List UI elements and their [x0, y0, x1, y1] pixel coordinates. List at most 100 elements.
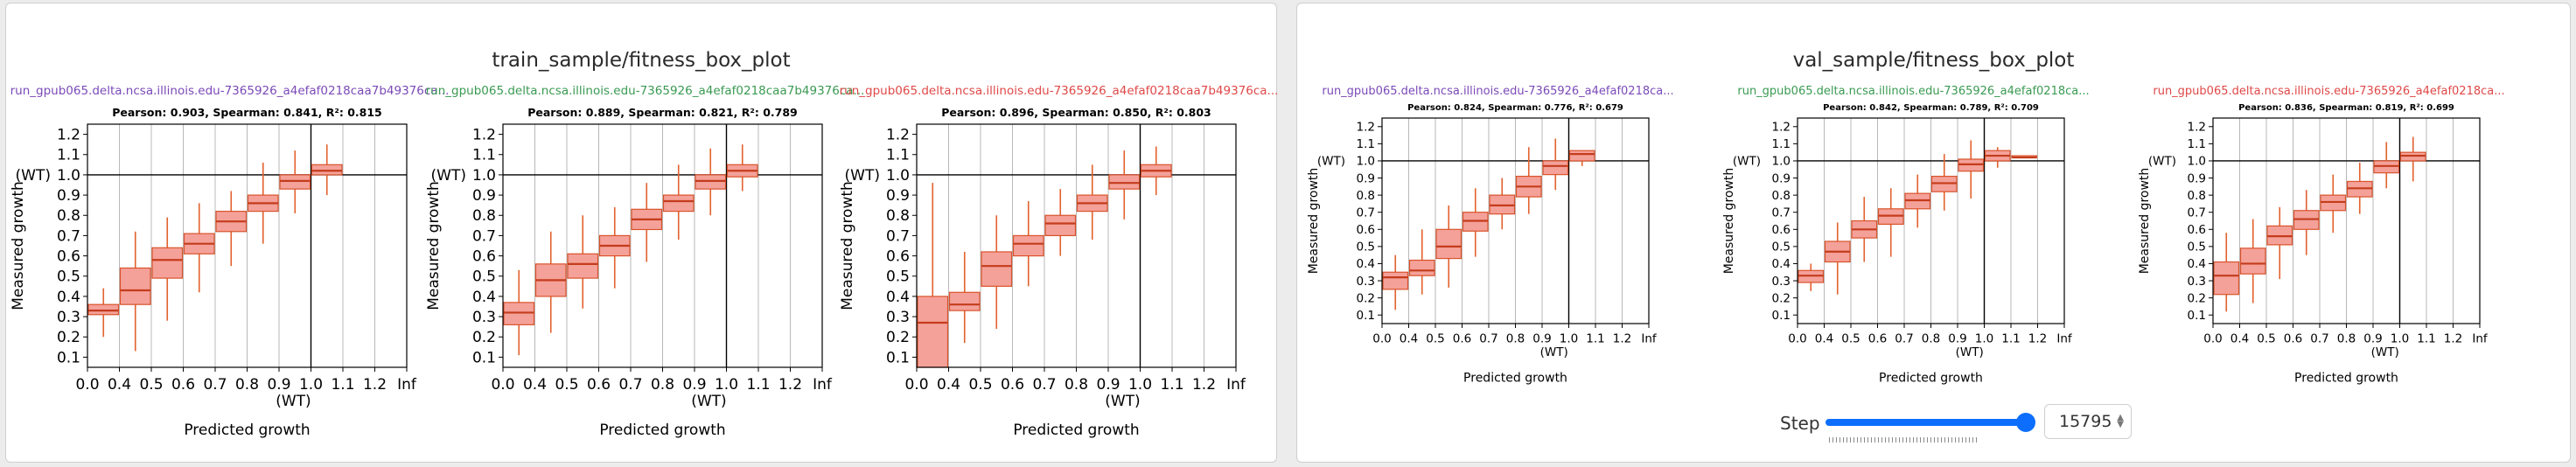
box-1.0-1.1: [1140, 146, 1172, 196]
slider-thumb[interactable]: [2016, 413, 2035, 432]
x-wt-label: (WT): [1105, 393, 1140, 410]
box-0.9-1.0: [2373, 142, 2400, 189]
box-body: [1435, 228, 1463, 260]
x-tick-label: Inf: [1226, 376, 1246, 394]
y-wt-label: (WT): [2148, 155, 2176, 169]
box-0.9-1.0: [1542, 138, 1569, 191]
y-tick-label: 0.1: [1357, 309, 1375, 323]
y-tick-label: 0.5: [2188, 240, 2206, 254]
stats-label: Pearson: 0.889, Spearman: 0.821, R²: 0.7…: [527, 106, 798, 119]
y-tick-label: 0.6: [2188, 223, 2206, 237]
step-input[interactable]: 15795 ▲ ▼: [2044, 404, 2132, 439]
box-0.4-0.5: [2239, 219, 2266, 303]
box-0.6-0.7: [1462, 188, 1489, 257]
box-1.0-1.1: [1984, 147, 2011, 168]
box-body: [695, 174, 727, 190]
box-0.4-0.5: [534, 231, 567, 333]
y-tick-label: 0.6: [57, 248, 80, 266]
x-tick-label: 0.5: [139, 376, 163, 394]
y-tick-label: 0.4: [57, 289, 80, 306]
x-tick-label: 0.6: [587, 376, 611, 394]
y-tick-label: 1.2: [57, 127, 80, 144]
y-tick-label: 0.9: [886, 187, 910, 205]
box-0.0-0.4: [503, 269, 535, 356]
x-tick-label: 0.0: [75, 376, 99, 394]
box-body: [1542, 160, 1569, 176]
box-1.0-1.1: [1568, 150, 1595, 166]
box-0.4-0.5: [1408, 229, 1435, 295]
box-0.7-0.8: [631, 183, 663, 262]
x-axis-label: Predicted growth: [1013, 422, 1139, 439]
box-body: [567, 253, 599, 279]
box-body: [1108, 174, 1141, 190]
y-tick-label: 1.2: [2188, 121, 2206, 135]
x-tick-label: 0.4: [2230, 332, 2249, 346]
y-tick-label: 0.8: [57, 207, 80, 225]
spinner-icon[interactable]: ▲ ▼: [2117, 413, 2124, 429]
x-tick-label: 0.5: [1841, 332, 1860, 346]
box-1.0-1.1: [311, 144, 343, 196]
y-tick-label: 0.9: [472, 187, 496, 205]
y-axis-label: Measured growth: [1307, 168, 1321, 275]
box-0.6-0.7: [1012, 201, 1044, 287]
box-body: [1044, 214, 1077, 237]
x-tick-label: 0.0: [904, 376, 928, 394]
y-tick-label: 0.7: [886, 227, 910, 245]
y-tick-label: 0.8: [472, 207, 496, 225]
box-0.7-0.8: [1904, 174, 1931, 228]
x-tick-label: 1.0: [1128, 376, 1152, 394]
box-0.0-0.4: [87, 288, 120, 338]
stats-label: Pearson: 0.836, Spearman: 0.819, R²: 0.6…: [2238, 103, 2454, 113]
x-tick-label: 0.0: [2203, 332, 2222, 346]
y-tick-label: 1.1: [57, 147, 80, 164]
stats-label: Pearson: 0.896, Spearman: 0.850, R²: 0.8…: [941, 106, 1211, 119]
x-tick-label: 1.0: [1560, 332, 1578, 346]
x-tick-label: 0.7: [618, 376, 642, 394]
box-0.9-1.0: [279, 150, 311, 213]
x-tick-label: 0.9: [1948, 332, 1966, 346]
x-tick-label: 0.0: [491, 376, 514, 394]
box-body: [917, 296, 949, 368]
x-tick-label: 0.6: [2284, 332, 2302, 346]
y-tick-label: 0.8: [1357, 189, 1375, 203]
x-tick-label: 0.8: [1065, 376, 1088, 394]
box-0.5-0.6: [981, 215, 1013, 329]
y-tick-label: 1.0: [1772, 155, 1791, 169]
run-name: run_gpub065.delta.ncsa.illinois.edu-7365…: [1322, 85, 1673, 98]
x-tick-label: 1.0: [2391, 332, 2409, 346]
x-tick-label: 0.5: [555, 376, 578, 394]
box-0.6-0.7: [598, 206, 631, 289]
x-tick-label: Inf: [397, 376, 417, 394]
stats-label: Pearson: 0.903, Spearman: 0.841, R²: 0.8…: [112, 106, 382, 119]
box-0.8-0.9: [1076, 164, 1108, 240]
box-0.8-0.9: [662, 164, 695, 240]
x-wt-label: (WT): [2371, 345, 2399, 359]
y-tick-label: 0.6: [472, 248, 496, 266]
box-body: [2213, 261, 2240, 296]
x-tick-label: Inf: [2056, 332, 2073, 346]
y-tick-label: 0.8: [2188, 189, 2206, 203]
y-tick-label: 0.9: [1357, 171, 1375, 185]
y-tick-label: 0.7: [472, 227, 496, 245]
step-value: 15795: [2059, 412, 2112, 431]
y-axis-label: Measured growth: [839, 181, 856, 310]
y-tick-label: 0.7: [57, 227, 80, 245]
y-axis-label: Measured growth: [425, 181, 443, 310]
x-tick-label: 0.9: [1096, 376, 1120, 394]
x-tick-label: 0.9: [1532, 332, 1551, 346]
y-tick-label: 0.3: [1357, 275, 1375, 289]
box-0.4-0.5: [1824, 222, 1851, 295]
panel-title: val_sample/fitness_box_plot: [1792, 49, 2075, 72]
x-tick-label: 1.2: [2444, 332, 2462, 346]
box-0.8-0.9: [2346, 162, 2373, 214]
y-tick-label: 0.9: [57, 187, 80, 205]
box-0.9-1.0: [1108, 150, 1141, 220]
run-name: run_gpub065.delta.ncsa.illinois.edu-7365…: [426, 84, 865, 98]
slider-track[interactable]: [1826, 419, 2032, 426]
step-slider[interactable]: [1826, 413, 2035, 443]
run-name: run_gpub065.delta.ncsa.illinois.edu-7365…: [10, 84, 450, 98]
box-body: [87, 303, 120, 316]
x-axis-label: Predicted growth: [1879, 372, 1983, 386]
box-0.9-1.0: [1958, 140, 1985, 199]
y-tick-label: 0.7: [2188, 206, 2206, 220]
